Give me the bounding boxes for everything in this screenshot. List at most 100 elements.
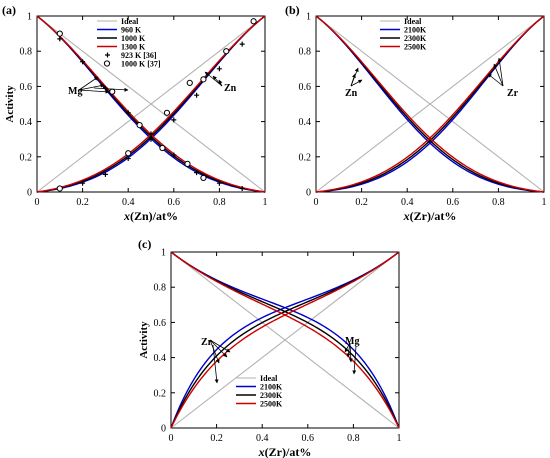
chart-panel-1: 0 0.2 0.4 0.6 0.8 1 0 0.2 0.4 0.6 0.8 1 x(Zn)/at% Act… [2,3,268,223]
y-axis-label: Activity [4,85,16,123]
data-point-circle [163,109,171,116]
annotation-arrow [93,87,129,92]
annotation-arrow [487,73,504,87]
legend-label: Ideal [121,17,139,26]
panel-label: (a) [2,3,16,17]
annotation: Zn [345,67,363,99]
data-point-plus [194,170,200,176]
x-tick-label: 0.8 [213,197,226,208]
y-axis-label: Activity [138,321,150,359]
data-point-plus [216,180,222,186]
data-point-plus [148,131,154,137]
data-point-circle [56,185,63,192]
data-point-circle [125,150,132,157]
x-axis-label: x(Zr)/at% [403,209,457,223]
annotation-label: Mg [345,336,359,347]
legend-label: 2100K [404,26,427,35]
annotation-arrow [209,339,231,353]
series-line [170,251,400,429]
x-tick-label: 0.6 [447,197,460,208]
legend-marker-plus [105,52,110,58]
x-tick-label: 0 [169,433,174,444]
data-point-plus [171,117,177,123]
plot-frame [170,251,400,429]
annotation: Zr [201,337,231,384]
x-tick-label: 0.8 [492,197,505,208]
legend-label: 960 K [121,26,142,35]
annotation-arrow [78,83,105,91]
data-point-plus [102,171,108,177]
annotation-label: Zr [507,88,519,99]
chart-panel-2: 0 0.2 0.4 0.6 0.8 1 0 0.2 0.4 0.6 0.8 1 x(Zr)/at% (b)… [285,3,547,223]
data-point-plus [239,41,245,47]
data-point-circle [56,30,63,37]
annotation-arrow [346,342,351,358]
legend-label: 2300K [260,391,283,400]
annotation-arrow [352,345,357,375]
annotation-arrow [348,342,353,363]
x-tick-label: 0 [314,197,319,208]
annotation-arrow [209,339,220,364]
x-tick-label: 0.8 [347,433,360,444]
legend-label: 2500K [404,43,427,52]
x-tick-label: 0.6 [168,197,181,208]
y-tick-label: 0.6 [20,82,33,93]
annotation-arrow [78,76,99,91]
data-point-plus [80,59,86,65]
annotation-arrow [212,344,219,384]
legend-label: Ideal [260,374,278,383]
plot-frame [36,15,266,193]
data-point-circle [200,174,207,182]
data-point-circle [184,160,191,167]
annotation-arrow [497,57,504,87]
x-axis-label: x(Zn)/at% [123,209,178,223]
x-tick-label: 0.4 [256,433,269,444]
y-tick-label: 0 [27,188,32,199]
annotation-label: Zr [201,337,213,348]
y-tick-label: 0.4 [299,117,312,128]
data-point-plus [125,156,131,162]
y-tick-label: 0.2 [154,388,167,399]
chart-panel-3: 0 0.2 0.4 0.6 0.8 1 0 0.2 0.4 0.6 0.8 1 x(Zr)/at% Act… [138,237,402,458]
annotation-arrow [218,79,223,87]
panel-label: (b) [285,3,300,17]
y-tick-label: 0.4 [20,117,33,128]
annotation-arrow [209,339,228,358]
data-point-circle [136,122,143,129]
data-point-plus [80,180,86,186]
legend-label: 2300K [404,34,427,43]
data-point-circle [159,144,166,152]
data-point-circle [223,48,230,55]
y-tick-label: 0.8 [299,47,312,58]
annotation-arrow [212,75,223,87]
data-point-plus [125,110,131,116]
data-point-plus [57,36,63,42]
annotation-label: Mg [68,86,82,97]
annotation-label: Zn [224,83,237,94]
annotation-arrow [78,89,110,94]
annotation-arrow [204,71,223,87]
data-point-circle [250,18,257,25]
annotation: Zr [487,57,519,99]
legend-label: 923 K [36] [121,51,157,60]
x-tick-label: 1 [542,197,547,208]
x-tick-label: 1 [397,433,402,444]
annotation: Mg [68,76,129,97]
y-tick-label: 0.4 [154,353,167,364]
x-tick-label: 0 [35,197,40,208]
x-axis-label: x(Zr)/at% [258,445,312,458]
data-point-plus [194,92,200,98]
annotation-arrow [350,79,363,87]
data-point-plus [148,136,154,142]
y-tick-label: 0.2 [20,152,33,163]
y-tick-label: 0.6 [299,82,312,93]
legend-marker-circle [103,60,111,67]
y-tick-label: 1 [306,12,311,23]
y-tick-label: 0.8 [154,283,167,294]
legend-label: Ideal [404,17,422,26]
legend-label: 1000 K [37] [121,60,161,69]
ideal-line [315,15,545,193]
